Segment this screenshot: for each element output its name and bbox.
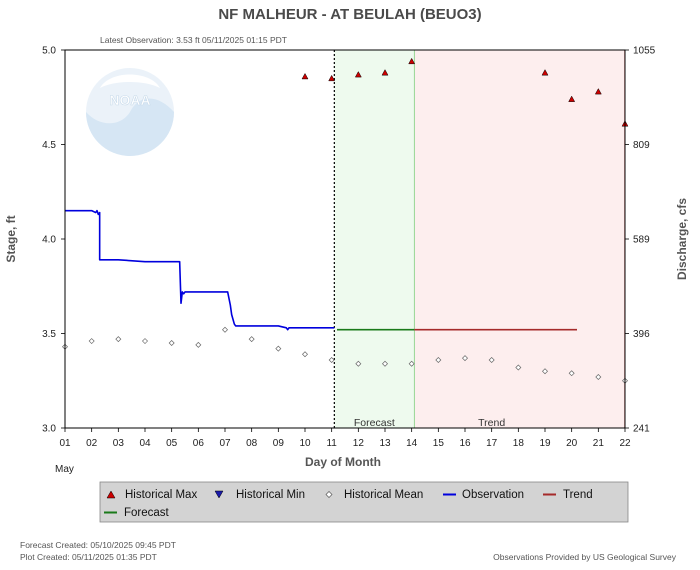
- legend-label-observation: Observation: [462, 489, 524, 501]
- historical-max-point: [381, 69, 389, 76]
- x-axis: 01 02 03 04 05 06 07 08 09 10 11 12 13 14 15 16 17 18 19 20…: [59, 428, 631, 449]
- x-tick-label: 12: [353, 438, 365, 449]
- historical-mean-point: [222, 326, 228, 333]
- historical-mean-point: [195, 341, 202, 348]
- latest-observation: Latest Observation: 3.53 ft 05/11/2025 0…: [100, 35, 287, 45]
- historical-mean-point: [542, 368, 548, 375]
- y-left-tick-label: 4.0: [42, 235, 56, 246]
- historical-mean-point: [88, 338, 95, 345]
- plot-created: Plot Created: 05/11/2025 01:35 PDT: [20, 552, 157, 562]
- y-axis-left-label: Stage, ft: [4, 215, 18, 262]
- x-tick-label: 20: [566, 438, 578, 449]
- legend: Historical Max Historical Min Historical…: [99, 481, 629, 523]
- historical-mean-point: [408, 360, 415, 367]
- trend-zone: [414, 50, 625, 428]
- x-tick-label: 21: [593, 438, 605, 449]
- historical-mean-point: [302, 351, 308, 358]
- forecast-created: Forecast Created: 05/10/2025 09:45 PDT: [20, 540, 176, 550]
- x-tick-label: 01: [59, 438, 71, 449]
- historical-max-point: [594, 88, 602, 95]
- historical-mean-point: [462, 355, 468, 362]
- legend-label-historical-max: Historical Max: [125, 489, 197, 501]
- x-tick-label: 15: [433, 438, 445, 449]
- y-right-tick-label: 396: [633, 329, 650, 340]
- historical-mean-point: [435, 356, 442, 363]
- historical-mean-point: [382, 360, 388, 367]
- y-left-tick-label: 3.5: [42, 329, 56, 340]
- legend-marker-historical-max: [106, 490, 116, 499]
- chart-title: NF MALHEUR - AT BEULAH (BEUO3): [218, 6, 481, 23]
- x-tick-label: 03: [113, 438, 125, 449]
- logo-wave: [86, 98, 174, 156]
- x-tick-label: 19: [539, 438, 551, 449]
- x-tick-label: 06: [193, 438, 205, 449]
- historical-mean-point: [275, 345, 282, 352]
- historical-mean-point: [168, 339, 175, 346]
- historical-mean-point: [248, 336, 255, 343]
- y-left-tick-label: 4.5: [42, 140, 56, 151]
- historical-mean-point: [595, 373, 602, 380]
- x-tick-label: 07: [219, 438, 231, 449]
- historical-max-point: [408, 57, 416, 65]
- x-tick-label: 10: [299, 438, 311, 449]
- x-tick-label: 17: [486, 438, 498, 449]
- historical-max-point: [301, 72, 309, 80]
- x-axis-label: Day of Month: [305, 455, 381, 469]
- legend-marker-historical-mean: [325, 491, 333, 498]
- y-right-tick-label: 589: [633, 235, 650, 246]
- legend-box: [99, 481, 629, 523]
- historical-max-point: [354, 71, 362, 78]
- plot-area: NOAA Forecast Trend: [62, 49, 629, 429]
- data-provider: Observations Provided by US Geological S…: [493, 552, 677, 562]
- historical-max-point: [541, 69, 549, 76]
- historical-max-point: [328, 74, 336, 82]
- logo-bird: [100, 74, 160, 88]
- trend-zone-label: Trend: [478, 417, 505, 429]
- historical-mean-point: [515, 364, 522, 371]
- y-right-tick-label: 1055: [633, 46, 656, 57]
- historical-mean-point: [355, 360, 362, 367]
- y-right-tick-label: 809: [633, 140, 650, 151]
- observation-line: [65, 209, 335, 331]
- x-month-label: May: [55, 464, 74, 475]
- historical-mean-point: [142, 338, 148, 345]
- legend-label-forecast: Forecast: [124, 507, 170, 519]
- x-tick-label: 14: [406, 438, 418, 449]
- x-tick-label: 05: [166, 438, 178, 449]
- y-axis-left: 3.0 3.5 4.0 4.5 5.0: [42, 46, 65, 435]
- x-tick-label: 16: [459, 438, 471, 449]
- legend-label-historical-min: Historical Min: [236, 489, 305, 501]
- legend-label-trend: Trend: [563, 489, 593, 501]
- historical-mean-point: [568, 370, 575, 377]
- logo-text: NOAA: [109, 92, 150, 108]
- y-axis-right-label: Discharge, cfs: [675, 198, 689, 280]
- legend-marker-historical-min: [214, 490, 224, 499]
- x-tick-label: 11: [326, 438, 337, 449]
- historical-mean-point: [115, 336, 122, 343]
- forecast-zone: [334, 50, 415, 428]
- x-tick-label: 18: [513, 438, 525, 449]
- historical-mean-point: [328, 356, 335, 363]
- forecast-zone-label: Forecast: [354, 417, 395, 429]
- x-tick-label: 22: [619, 438, 631, 449]
- legend-label-historical-mean: Historical Mean: [344, 489, 423, 501]
- y-left-tick-label: 3.0: [42, 424, 56, 435]
- y-axis-right: 241 396 589 809 1055: [625, 46, 656, 435]
- y-right-tick-label: 241: [633, 424, 650, 435]
- historical-max-point: [568, 95, 576, 102]
- x-tick-label: 13: [379, 438, 391, 449]
- x-tick-label: 08: [246, 438, 258, 449]
- historical-mean-point: [488, 356, 495, 363]
- x-tick-label: 04: [139, 438, 151, 449]
- x-tick-label: 02: [86, 438, 98, 449]
- x-tick-label: 09: [273, 438, 285, 449]
- noaa-logo: NOAA: [86, 68, 174, 156]
- y-left-tick-label: 5.0: [42, 46, 56, 57]
